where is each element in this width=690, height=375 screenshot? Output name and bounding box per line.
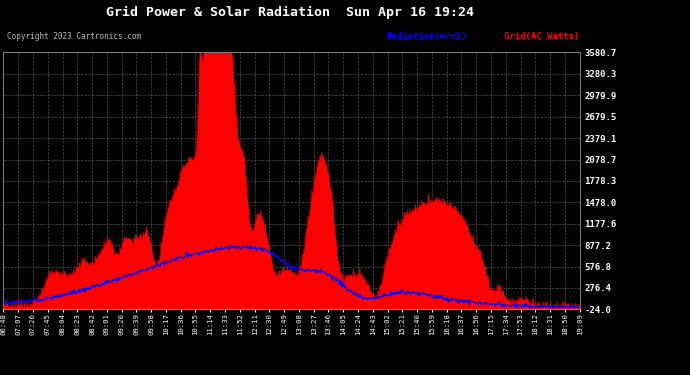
Text: Radiation(w/m2): Radiation(w/m2) — [386, 32, 467, 41]
Text: Grid(AC Watts): Grid(AC Watts) — [504, 32, 579, 41]
Text: Grid Power & Solar Radiation  Sun Apr 16 19:24: Grid Power & Solar Radiation Sun Apr 16 … — [106, 6, 474, 19]
Text: Copyright 2023 Cartronics.com: Copyright 2023 Cartronics.com — [7, 32, 141, 41]
